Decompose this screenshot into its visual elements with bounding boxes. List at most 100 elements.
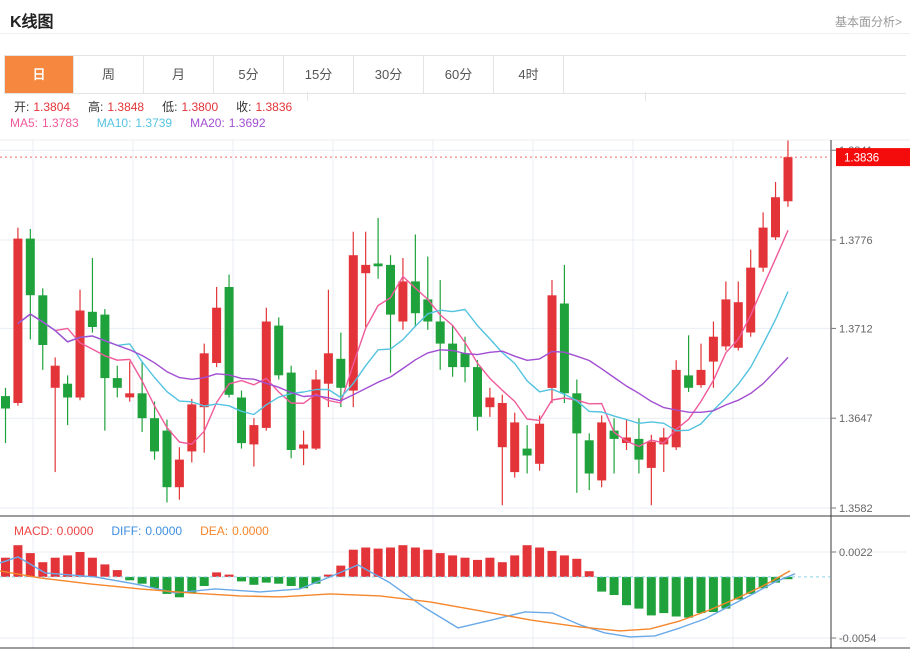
price-tick-label: 1.3582: [839, 503, 873, 515]
tab-period-2[interactable]: 月: [144, 56, 214, 93]
tab-period-3[interactable]: 5分: [214, 56, 284, 93]
price-tick-label: 1.3712: [839, 323, 873, 335]
ohlc-legend: 开: 1.3804 高: 1.3848 低: 1.3800 收: 1.3836: [14, 98, 310, 115]
macd-bar: [559, 555, 569, 577]
candle-body: [510, 422, 520, 473]
candle-body: [721, 299, 731, 347]
macd-bar: [758, 576, 768, 589]
candle-body: [671, 369, 681, 448]
candle-body: [696, 369, 706, 386]
fundamental-analysis-link[interactable]: 基本面分析>: [834, 15, 902, 29]
candle-body: [249, 425, 259, 445]
macd-bar: [13, 545, 23, 577]
candle-body: [473, 367, 482, 417]
macd-bar: [199, 576, 209, 586]
candle-body: [559, 303, 569, 394]
ma20-line: [17, 313, 789, 413]
legend-item: DEA: 0.0000: [200, 524, 269, 538]
macd-bar: [224, 574, 234, 577]
candle-body: [423, 299, 433, 322]
macd-bar: [286, 576, 296, 586]
tab-period-0[interactable]: 日: [4, 56, 74, 93]
candle-body: [609, 430, 619, 439]
candle-body: [386, 264, 395, 315]
tab-period-7[interactable]: 4时: [494, 56, 564, 93]
macd-bar: [584, 571, 594, 577]
legend-item: 开: 1.3804: [14, 100, 71, 114]
macd-bar: [609, 576, 619, 595]
macd-bar: [535, 547, 545, 577]
candle-body: [1, 396, 10, 409]
candle-body: [684, 375, 694, 388]
macd-bar: [112, 570, 122, 577]
candles: [1, 140, 793, 506]
macd-bar: [597, 576, 607, 592]
macd-bar: [237, 576, 246, 582]
macd-legend: MACD: 0.0000 DIFF: 0.0000 DEA: 0.0000: [14, 524, 287, 538]
macd-bar: [336, 565, 346, 577]
candle-body: [224, 287, 234, 395]
candle-body: [659, 437, 669, 445]
macd-bar: [361, 547, 371, 577]
price-tick-label: 1.3647: [839, 413, 873, 425]
candle-body: [38, 295, 48, 345]
tab-period-6[interactable]: 60分: [424, 56, 494, 93]
candle-body: [75, 310, 85, 398]
candle-body: [50, 365, 60, 388]
candle-body: [286, 372, 296, 450]
macd-bar: [125, 576, 135, 581]
macd-bar: [473, 559, 482, 577]
macd-bar: [212, 572, 222, 577]
candle-body: [299, 444, 309, 449]
tab-period-5[interactable]: 30分: [354, 56, 424, 93]
candle-body: [771, 197, 780, 238]
macd-bar: [75, 552, 85, 577]
macd-bar: [38, 562, 48, 577]
tab-period-4[interactable]: 15分: [284, 56, 354, 93]
macd-bar: [299, 576, 309, 589]
macd-bar: [311, 576, 321, 584]
candle-body: [87, 311, 97, 327]
macd-bar: [174, 576, 184, 598]
last-price-badge: 1.3836: [836, 148, 910, 167]
macd-bar: [386, 547, 395, 577]
candle-body: [323, 353, 333, 384]
macd-tick-label: 0.0022: [839, 547, 873, 559]
header-divider: [0, 33, 910, 34]
candle-body: [497, 403, 507, 448]
candle-body: [646, 441, 656, 468]
legend-item: MA5: 1.3783: [10, 116, 79, 130]
candle-body: [746, 267, 756, 333]
macd-bar: [733, 576, 743, 600]
tab-period-1[interactable]: 周: [74, 56, 144, 93]
ma10-line: [17, 291, 789, 432]
legend-item: DIFF: 0.0000: [111, 524, 183, 538]
ma5-line: [17, 230, 789, 448]
macd-bar: [187, 576, 197, 593]
macd-bar: [162, 576, 172, 594]
candle-body: [261, 321, 271, 428]
price-tick-label: 1.3776: [839, 235, 873, 247]
diff-line: [0, 556, 796, 638]
macd-bar: [572, 558, 582, 577]
macd-bar: [63, 555, 73, 577]
macd-bar: [547, 550, 557, 577]
macd-bar: [373, 548, 383, 577]
candle-body: [25, 238, 35, 296]
macd-bar: [684, 576, 694, 618]
candle-body: [547, 295, 557, 388]
macd-bar: [522, 545, 532, 577]
candle-body: [311, 379, 321, 449]
candle-body: [522, 448, 532, 456]
macd-bar: [671, 576, 681, 617]
candle-body: [597, 422, 607, 481]
candle-body: [100, 314, 110, 379]
svg-text:1.3836: 1.3836: [844, 153, 879, 165]
macd-bar: [634, 576, 644, 609]
candle-body: [336, 358, 346, 388]
macd-bar: [410, 547, 420, 577]
period-tabbar: 日周月 5分 15分 30分 60分 4时: [4, 55, 906, 94]
cell-divider-stub: [307, 92, 308, 101]
